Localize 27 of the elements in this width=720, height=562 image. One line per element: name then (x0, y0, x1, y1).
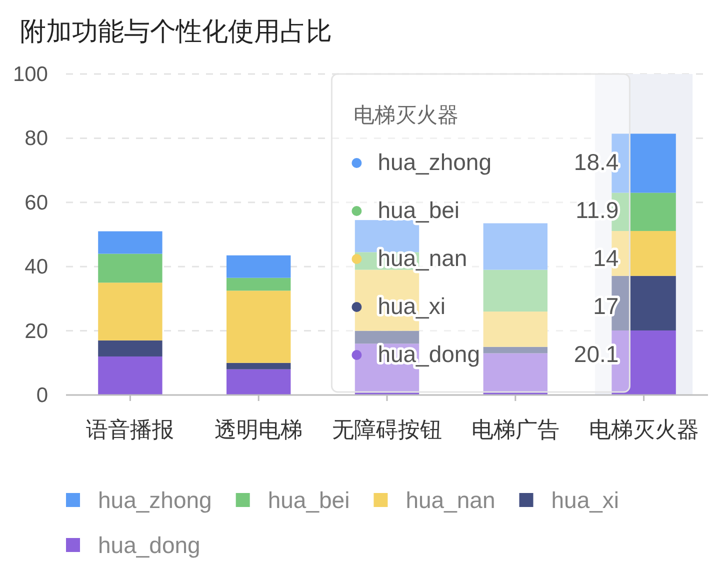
legend-label: hua_xi (551, 487, 620, 513)
y-tick-label: 40 (24, 256, 48, 279)
legend-label: hua_nan (406, 487, 496, 513)
x-tick-label: 透明电梯 (214, 417, 303, 442)
x-tick-label: 电梯灭火器 (588, 417, 699, 442)
y-tick-label: 80 (24, 127, 48, 150)
data-label: 20.1 (574, 341, 619, 367)
y-tick-label: 100 (12, 63, 48, 86)
x-tick-label: 无障碍按钮 (332, 417, 442, 442)
data-label: 11.9 (576, 197, 619, 223)
data-label: 18.4 (574, 149, 619, 175)
y-tick-label: 0 (36, 384, 48, 407)
x-tick-label: 电梯广告 (471, 417, 560, 442)
text: 电梯灭火器 (354, 104, 459, 127)
legend-label: hua_bei (268, 487, 350, 513)
legend-label: hua_dong (98, 532, 200, 558)
legend-label: hua_xi (378, 293, 446, 319)
y-tick-label: 20 (24, 320, 48, 343)
legend-label: hua_dong (378, 341, 480, 367)
x-tick-label: 语音播报 (86, 417, 174, 442)
chart-title: 附加功能与个性化使用占比 (20, 16, 332, 46)
legend-label: hua_bei (378, 197, 460, 223)
data-label: 14 (593, 245, 619, 271)
legend-label: hua_zhong (98, 487, 212, 513)
legend-label: hua_nan (378, 245, 468, 271)
legend-label: hua_zhong (378, 149, 492, 175)
y-tick-label: 60 (24, 191, 48, 214)
